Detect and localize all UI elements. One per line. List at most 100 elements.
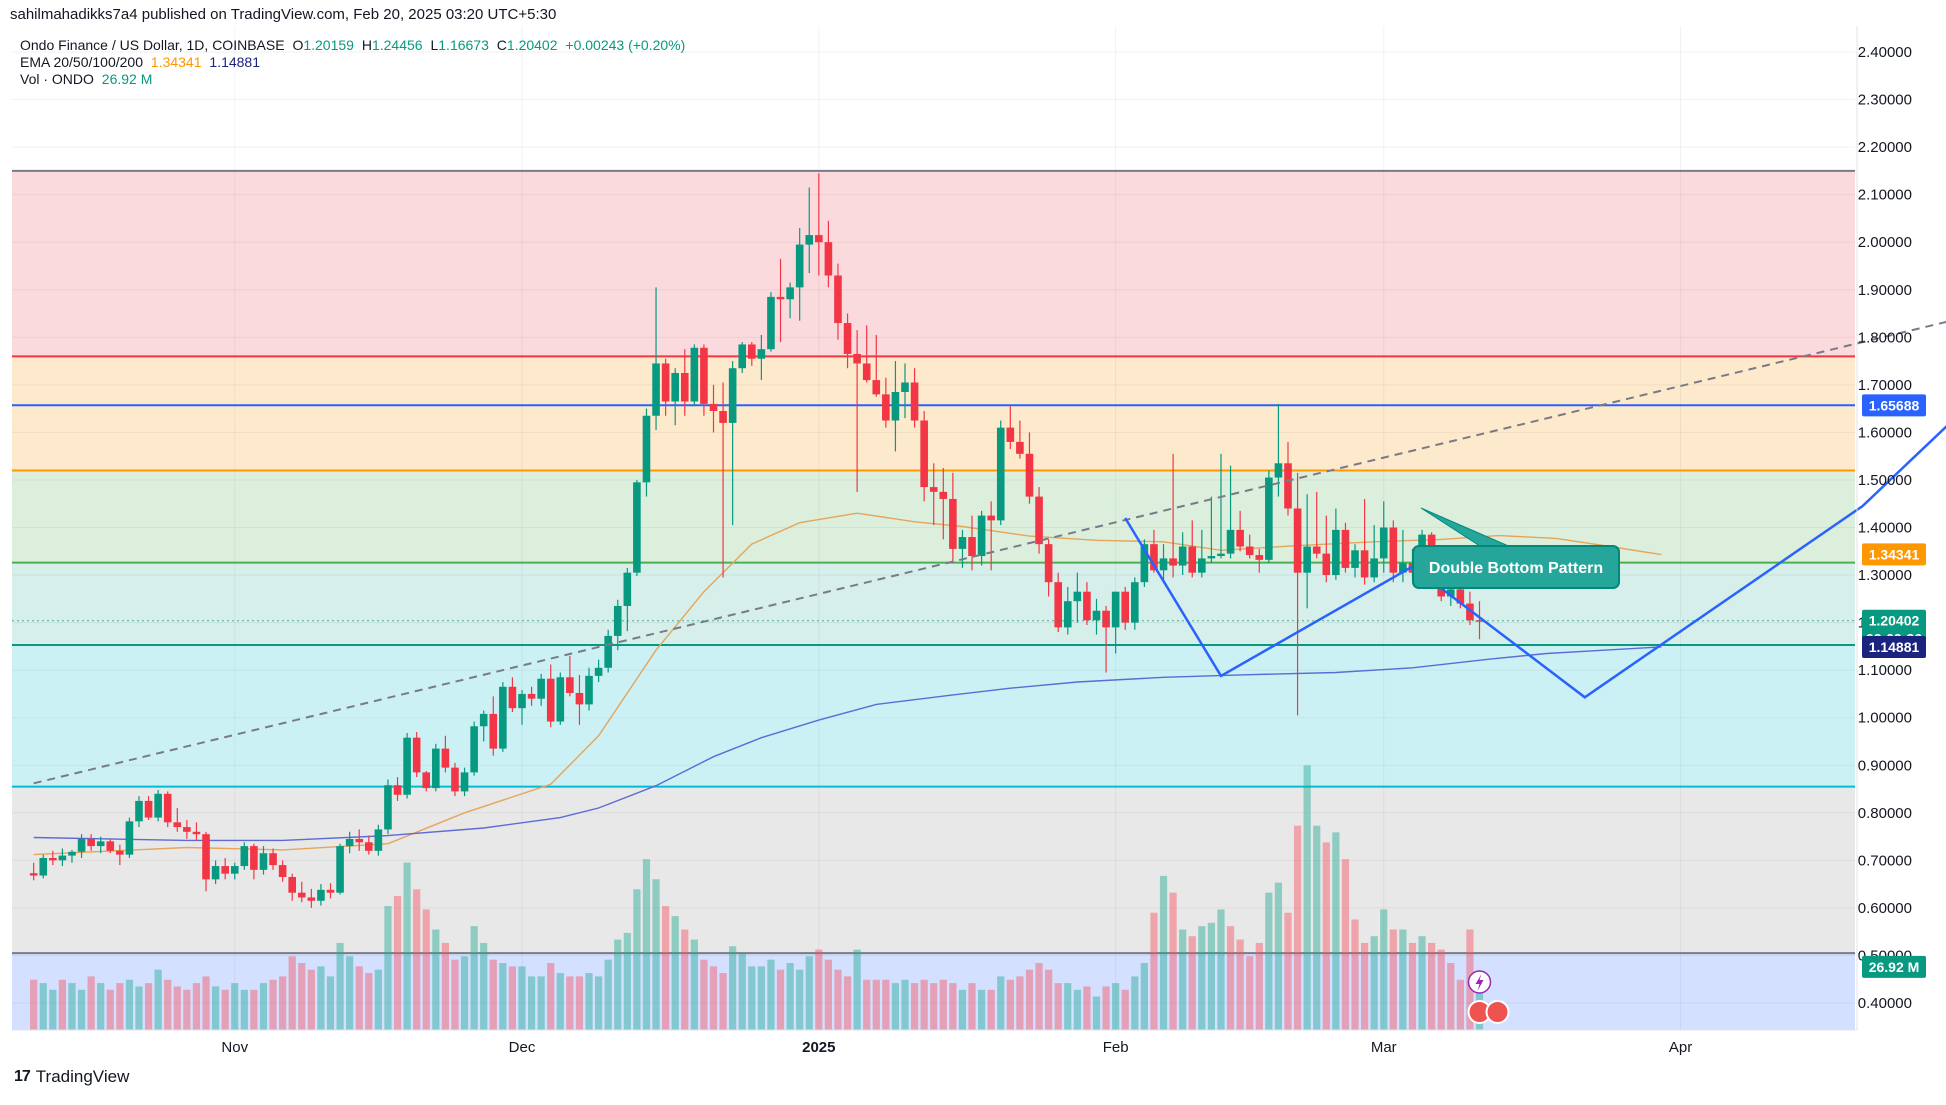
- candle: [757, 334, 766, 381]
- candle: [202, 831, 210, 892]
- candle-body: [815, 235, 823, 243]
- candle: [125, 817, 134, 858]
- candle-body: [748, 344, 756, 359]
- volume-bar: [997, 976, 1005, 1030]
- volume-bar: [767, 959, 775, 1030]
- volume-bar: [595, 976, 603, 1030]
- candle-body: [250, 846, 258, 870]
- candle: [652, 287, 660, 431]
- volume-bar: [49, 989, 57, 1030]
- candle-body: [154, 793, 162, 818]
- candle-body: [230, 866, 239, 874]
- candle: [1379, 501, 1388, 573]
- us-flag-event-icon-2: [1485, 1000, 1510, 1024]
- candle-body: [393, 785, 402, 795]
- candle: [1092, 598, 1101, 635]
- candle: [996, 420, 1005, 526]
- volume-bar: [748, 966, 756, 1030]
- candle: [958, 529, 967, 568]
- y-tick-label: 0.40000: [1858, 995, 1912, 1012]
- candle-body: [642, 415, 651, 483]
- candle: [709, 384, 718, 433]
- x-tick-label: Nov: [221, 1039, 248, 1056]
- candle: [1265, 470, 1273, 564]
- lightning-bolt-icon: [1475, 974, 1484, 991]
- candle-body: [96, 841, 105, 847]
- volume-bar: [872, 979, 880, 1030]
- candle-body: [499, 686, 507, 749]
- candle: [1025, 432, 1034, 504]
- candle: [910, 368, 919, 428]
- candle: [872, 334, 881, 397]
- volume-bar: [853, 949, 861, 1030]
- candle: [460, 767, 469, 797]
- candle-body: [949, 498, 957, 549]
- candle-body: [77, 838, 86, 852]
- candle-body: [307, 897, 316, 901]
- y-tick-label: 1.10000: [1858, 662, 1912, 679]
- volume-bar: [259, 983, 268, 1030]
- candle: [230, 862, 239, 880]
- volume-bar: [1361, 942, 1369, 1030]
- price-tag-label: 1.14881: [1869, 639, 1920, 655]
- volume-bar: [1428, 942, 1436, 1030]
- legend-ema-val2: 1.14881: [209, 54, 260, 70]
- candle-body: [259, 853, 268, 870]
- candle-body: [297, 892, 306, 898]
- candle-body: [987, 515, 995, 521]
- candle: [1255, 548, 1264, 573]
- candle-body: [1399, 563, 1407, 573]
- candle: [929, 463, 938, 526]
- x-tick-label: 2025: [802, 1039, 835, 1056]
- candle: [345, 831, 354, 854]
- volume-bar: [144, 983, 153, 1030]
- volume-bar: [863, 979, 871, 1030]
- y-tick-label: 1.40000: [1858, 520, 1912, 537]
- candle: [642, 408, 651, 497]
- volume-bar: [1025, 969, 1034, 1030]
- candle-body: [125, 821, 134, 855]
- y-tick-label: 2.20000: [1858, 139, 1912, 156]
- volume-bar: [384, 906, 392, 1030]
- candle-body: [326, 889, 335, 893]
- volume-bar: [355, 966, 363, 1030]
- volume-bar: [815, 949, 823, 1030]
- candle-body: [441, 748, 450, 768]
- volume-bar: [1179, 929, 1187, 1030]
- candle: [700, 344, 708, 416]
- volume-bar: [1112, 983, 1120, 1030]
- price-tag-bg: [1862, 609, 1926, 632]
- candle: [87, 834, 95, 851]
- volume-bar: [1437, 949, 1445, 1030]
- candle-body: [1245, 546, 1254, 556]
- y-tick-label: 2.30000: [1858, 92, 1912, 109]
- volume-bar: [671, 916, 679, 1030]
- tradingview-brand-label: TradingView: [35, 1067, 130, 1086]
- volume-bar: [1265, 892, 1273, 1030]
- volume-bar: [365, 973, 373, 1030]
- volume-bar: [432, 929, 440, 1030]
- volume-bar: [1217, 909, 1225, 1030]
- trend-line-dashed: [33, 320, 1946, 785]
- candle-body: [1226, 529, 1235, 554]
- y-tick-label: 1.60000: [1858, 424, 1912, 441]
- volume-bar: [346, 956, 354, 1030]
- candle-body: [920, 420, 928, 488]
- price-tag: 1.14881: [1862, 635, 1926, 658]
- candle-body: [958, 537, 967, 549]
- candle-body: [1159, 558, 1168, 571]
- candle-body: [738, 344, 747, 369]
- candle-body: [700, 347, 708, 404]
- candle: [163, 791, 172, 828]
- volume-bar: [1092, 996, 1101, 1030]
- candle: [824, 220, 833, 288]
- volume-bar: [1322, 842, 1330, 1030]
- candle: [192, 822, 201, 841]
- candle-body: [1265, 477, 1273, 560]
- candle: [1178, 532, 1187, 576]
- candle-body: [1284, 463, 1292, 509]
- candle-body: [977, 515, 986, 557]
- volume-bar: [489, 959, 497, 1030]
- volume-bar: [77, 989, 86, 1030]
